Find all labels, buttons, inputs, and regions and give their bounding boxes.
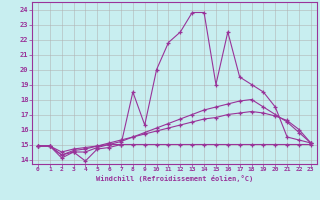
X-axis label: Windchill (Refroidissement éolien,°C): Windchill (Refroidissement éolien,°C) [96,175,253,182]
